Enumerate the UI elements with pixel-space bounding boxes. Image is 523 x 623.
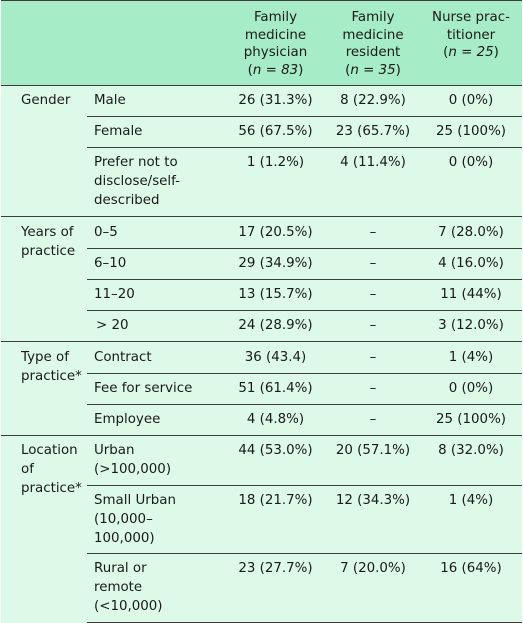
- row-label: Urban (>100,000): [87, 435, 225, 486]
- row-label: Small Urban (10,000–100,000): [87, 485, 225, 554]
- row-label: Employee: [87, 404, 225, 436]
- cell-fm-resident: –: [326, 341, 420, 374]
- cell-fm-physician: 17 (20.5%): [225, 216, 326, 249]
- row-label: Female: [87, 116, 225, 148]
- row-label: Fee for service: [87, 373, 225, 405]
- cell-fm-physician: 24 (28.9%): [225, 310, 326, 342]
- cell-fm-physician: 51 (61.4%): [225, 373, 326, 405]
- row-label: Rural or remote (<10,000): [87, 553, 225, 623]
- table-row: > 20 24 (28.9%) – 3 (12.0%): [1, 310, 522, 342]
- row-label: Contract: [87, 341, 225, 374]
- cell-fm-resident: 20 (57.1%): [326, 435, 420, 486]
- cell-nurse-practitioner: 0 (0%): [420, 373, 522, 405]
- cell-fm-physician: 23 (27.7%): [225, 553, 326, 623]
- cell-fm-physician: 1 (1.2%): [225, 147, 326, 217]
- header-row: Family medicine physician (n = 83) Famil…: [1, 0, 522, 86]
- cell-nurse-practitioner: 3 (12.0%): [420, 310, 522, 342]
- cell-fm-physician: 4 (4.8%): [225, 404, 326, 436]
- table-row: Gender Male 26 (31.3%) 8 (22.9%) 0 (0%): [1, 85, 522, 217]
- cell-fm-resident: –: [326, 373, 420, 405]
- cell-fm-resident: –: [326, 279, 420, 311]
- cell-fm-physician: 36 (43.4): [225, 341, 326, 374]
- table-row: Fee for service 51 (61.4%) – 0 (0%): [1, 373, 522, 405]
- cell-nurse-practitioner: 1 (4%): [420, 485, 522, 554]
- cell-nurse-practitioner: 1 (4%): [420, 341, 522, 374]
- cell-nurse-practitioner: 8 (32.0%): [420, 435, 522, 486]
- row-label: > 20: [87, 310, 225, 342]
- header-empty-group: [1, 0, 87, 86]
- header-family-medicine-resident: Family medicine resident (n = 35): [326, 0, 420, 86]
- header-family-medicine-physician: Family medicine physician (n = 83): [225, 0, 326, 86]
- cell-fm-physician: 29 (34.9%): [225, 248, 326, 280]
- cell-fm-resident: –: [326, 216, 420, 249]
- cell-nurse-practitioner: 25 (100%): [420, 404, 522, 436]
- cell-fm-physician: 44 (53.0%): [225, 435, 326, 486]
- cell-fm-resident: –: [326, 248, 420, 280]
- row-label: 11–20: [87, 279, 225, 311]
- cell-fm-resident: 23 (65.7%): [326, 116, 420, 148]
- cell-nurse-practitioner: 11 (44%): [420, 279, 522, 311]
- cell-fm-physician: 26 (31.3%): [225, 85, 326, 117]
- cell-nurse-practitioner: 4 (16.0%): [420, 248, 522, 280]
- table-row: Years of practice 0–5 17 (20.5%) – 7 (28…: [1, 216, 522, 342]
- cell-fm-physician: 56 (67.5%): [225, 116, 326, 148]
- header-empty-label: [87, 0, 225, 86]
- table-row: 6–10 29 (34.9%) – 4 (16.0%): [1, 248, 522, 280]
- cell-nurse-practitioner: 16 (64%): [420, 553, 522, 623]
- table-row: Type of practice* Contract 36 (43.4) – 1…: [1, 341, 522, 436]
- cell-fm-physician: 18 (21.7%): [225, 485, 326, 554]
- cell-fm-physician: 13 (15.7%): [225, 279, 326, 311]
- cell-fm-resident: 12 (34.3%): [326, 485, 420, 554]
- cell-fm-resident: 7 (20.0%): [326, 553, 420, 623]
- row-group-label: Gender: [1, 85, 87, 217]
- cell-fm-resident: 8 (22.9%): [326, 85, 420, 117]
- header-nurse-practitioner: Nurse prac- titioner (n = 25): [420, 0, 522, 86]
- table-row: Employee 4 (4.8%) – 25 (100%): [1, 404, 522, 436]
- cell-nurse-practitioner: 25 (100%): [420, 116, 522, 148]
- table-row: Prefer not to disclose/self-described 1 …: [1, 147, 522, 217]
- cell-nurse-practitioner: 0 (0%): [420, 85, 522, 117]
- row-label: 0–5: [87, 216, 225, 249]
- row-group-label: Type of practice*: [1, 341, 87, 436]
- row-group-label: Location of practice*: [1, 435, 87, 623]
- table-row: Rural or remote (<10,000) 23 (27.7%) 7 (…: [1, 553, 522, 623]
- table-row: Female 56 (67.5%) 23 (65.7%) 25 (100%): [1, 116, 522, 148]
- table-row: 11–20 13 (15.7%) – 11 (44%): [1, 279, 522, 311]
- row-label: Prefer not to disclose/self-described: [87, 147, 225, 217]
- row-label: 6–10: [87, 248, 225, 280]
- cell-nurse-practitioner: 7 (28.0%): [420, 216, 522, 249]
- cell-fm-resident: 4 (11.4%): [326, 147, 420, 217]
- cell-fm-resident: –: [326, 404, 420, 436]
- table-row: Location of practice* Urban (>100,000) 4…: [1, 435, 522, 623]
- cell-fm-resident: –: [326, 310, 420, 342]
- cell-nurse-practitioner: 0 (0%): [420, 147, 522, 217]
- row-label: Male: [87, 85, 225, 117]
- table-row: Small Urban (10,000–100,000) 18 (21.7%) …: [1, 485, 522, 554]
- row-group-label: Years of practice: [1, 216, 87, 342]
